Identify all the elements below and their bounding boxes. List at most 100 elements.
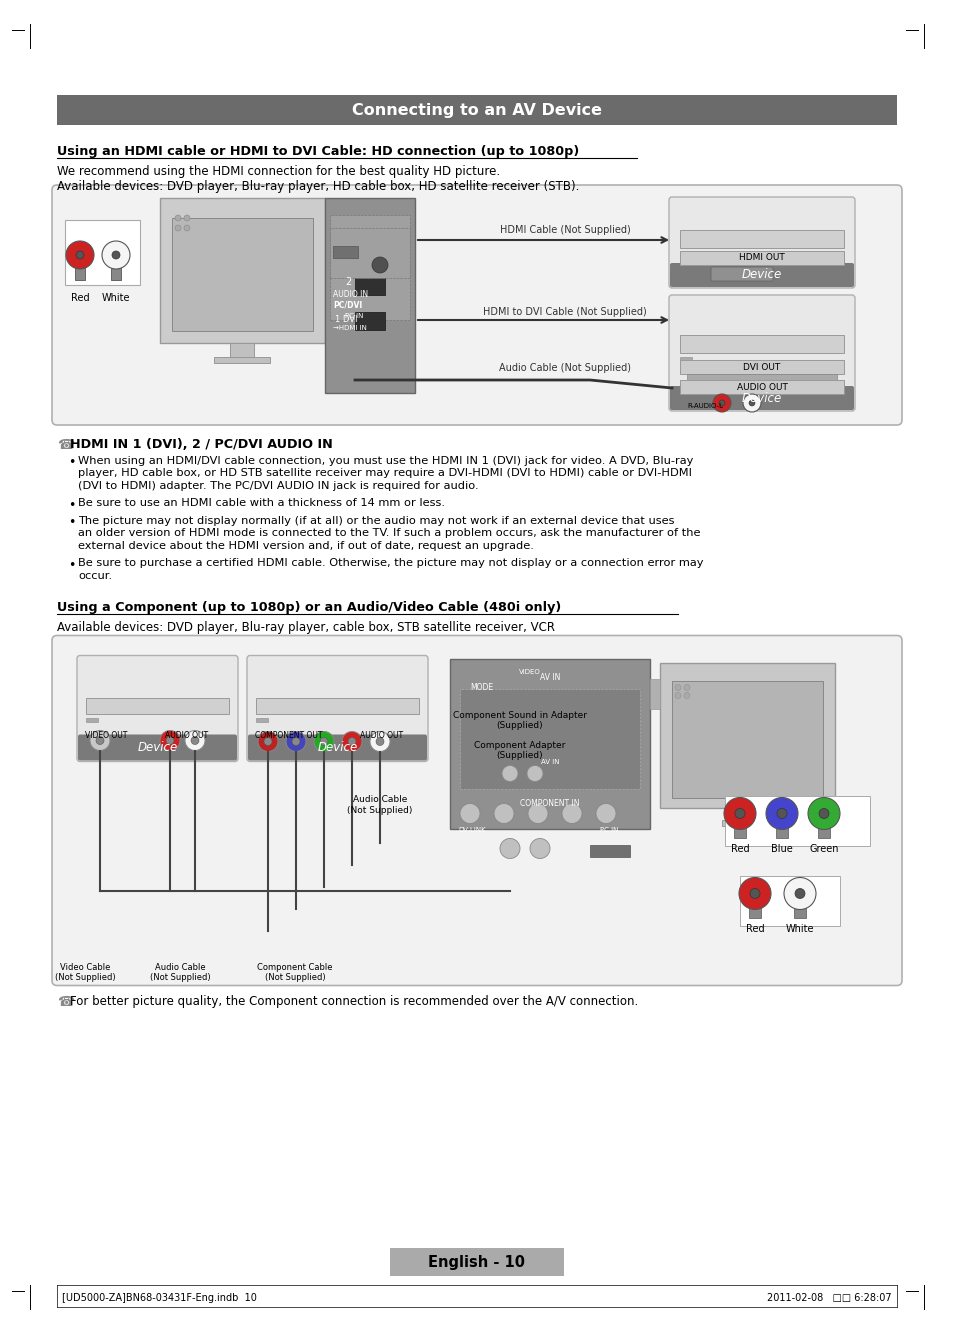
Circle shape	[102, 240, 130, 269]
Circle shape	[561, 803, 581, 823]
FancyBboxPatch shape	[710, 267, 772, 281]
Bar	[724, 795, 869, 845]
Text: AUDIO IN: AUDIO IN	[333, 291, 368, 299]
Bar	[679, 380, 843, 394]
Bar	[686, 374, 836, 382]
Text: 1 DVI: 1 DVI	[335, 314, 357, 324]
Bar	[679, 357, 691, 361]
Circle shape	[160, 731, 180, 750]
Text: Device: Device	[741, 391, 781, 404]
Text: Audio Cable
(Not Supplied): Audio Cable (Not Supplied)	[347, 795, 413, 815]
Text: →HDMI IN: →HDMI IN	[333, 325, 367, 332]
Circle shape	[348, 737, 355, 745]
Circle shape	[375, 737, 384, 745]
Text: HDMI OUT: HDMI OUT	[739, 254, 784, 263]
Text: external device about the HDMI version and, if out of date, request an upgrade.: external device about the HDMI version a…	[78, 542, 534, 551]
Text: DVI OUT: DVI OUT	[742, 362, 780, 371]
Bar	[740, 876, 840, 926]
Bar	[255, 697, 418, 713]
Text: Available devices: DVD player, Blu-ray player, HD cable box, HD satellite receiv: Available devices: DVD player, Blu-ray p…	[57, 180, 578, 193]
Circle shape	[675, 684, 680, 691]
Bar	[57, 95, 896, 125]
Bar	[589, 844, 629, 856]
Bar	[671, 680, 822, 798]
Bar	[230, 343, 253, 357]
Text: Audio Cable
(Not Supplied): Audio Cable (Not Supplied)	[150, 963, 210, 982]
Text: ☎: ☎	[57, 995, 74, 1008]
Text: VIDEO: VIDEO	[518, 668, 540, 675]
Circle shape	[174, 215, 181, 221]
Bar	[355, 312, 385, 330]
Circle shape	[341, 732, 361, 752]
Text: Green: Green	[808, 844, 838, 853]
Circle shape	[184, 225, 190, 231]
Bar	[213, 357, 270, 363]
Bar	[330, 215, 410, 320]
FancyBboxPatch shape	[77, 655, 237, 761]
Text: AUDIO OUT: AUDIO OUT	[359, 731, 403, 740]
Circle shape	[76, 251, 84, 259]
Bar	[748, 900, 760, 918]
Circle shape	[191, 737, 199, 745]
Bar	[65, 221, 140, 285]
Bar	[734, 807, 759, 819]
Text: Be sure to purchase a certified HDMI cable. Otherwise, the picture may not displ: Be sure to purchase a certified HDMI cab…	[78, 559, 702, 568]
Bar	[172, 218, 313, 332]
Bar	[333, 246, 357, 258]
Text: Component Adapter
(Supplied): Component Adapter (Supplied)	[474, 741, 565, 760]
Text: Component Cable
(Not Supplied): Component Cable (Not Supplied)	[257, 963, 333, 982]
Text: •: •	[68, 559, 75, 572]
Bar	[160, 198, 325, 343]
FancyBboxPatch shape	[52, 635, 901, 985]
Text: HDMI IN 1 (DVI), 2 / PC/DVI AUDIO IN: HDMI IN 1 (DVI), 2 / PC/DVI AUDIO IN	[70, 439, 333, 450]
Text: Component Sound in Adapter
(Supplied): Component Sound in Adapter (Supplied)	[453, 711, 586, 731]
Text: We recommend using the HDMI connection for the best quality HD picture.: We recommend using the HDMI connection f…	[57, 165, 499, 178]
Text: For better picture quality, the Component connection is recommended over the A/V: For better picture quality, the Componen…	[70, 995, 638, 1008]
Text: (DVI to HDMI) adapter. The PC/DVI AUDIO IN jack is required for audio.: (DVI to HDMI) adapter. The PC/DVI AUDIO …	[78, 481, 478, 491]
Circle shape	[794, 889, 804, 898]
Circle shape	[527, 803, 547, 823]
Bar	[649, 679, 659, 708]
Text: Device: Device	[137, 741, 177, 754]
Circle shape	[675, 692, 680, 699]
Circle shape	[683, 692, 689, 699]
Text: AV IN: AV IN	[539, 674, 559, 683]
Text: Device: Device	[741, 268, 781, 281]
Bar	[450, 658, 649, 828]
Circle shape	[818, 808, 828, 819]
Bar	[817, 819, 829, 838]
Text: ☎: ☎	[57, 439, 74, 452]
Bar	[679, 361, 843, 374]
Text: COMPONENT IN: COMPONENT IN	[519, 798, 579, 807]
Text: Connecting to an AV Device: Connecting to an AV Device	[352, 103, 601, 118]
Text: [UD5000-ZA]BN68-03431F-Eng.indb  10: [UD5000-ZA]BN68-03431F-Eng.indb 10	[62, 1293, 256, 1303]
Circle shape	[459, 803, 479, 823]
Text: Using a Component (up to 1080p) or an Audio/Video Cable (480i only): Using a Component (up to 1080p) or an Au…	[57, 601, 560, 613]
Circle shape	[319, 737, 328, 745]
Circle shape	[748, 400, 754, 406]
Text: Red: Red	[71, 293, 90, 303]
Circle shape	[683, 684, 689, 691]
Text: AV IN: AV IN	[540, 758, 558, 765]
Text: PC IN: PC IN	[345, 313, 363, 318]
Text: Red: Red	[745, 923, 763, 934]
Bar	[355, 277, 385, 295]
Text: When using an HDMI/DVI cable connection, you must use the HDMI IN 1 (DVI) jack f: When using an HDMI/DVI cable connection,…	[78, 456, 693, 466]
Text: English - 10: English - 10	[428, 1255, 525, 1269]
Bar	[679, 251, 843, 266]
Circle shape	[807, 798, 840, 830]
Text: Be sure to use an HDMI cable with a thickness of 14 mm or less.: Be sure to use an HDMI cable with a thic…	[78, 498, 444, 509]
Bar	[111, 258, 121, 280]
Text: R-AUDIO-L: R-AUDIO-L	[686, 403, 722, 410]
Circle shape	[749, 889, 760, 898]
Bar	[75, 258, 85, 280]
Text: PC IN: PC IN	[599, 827, 618, 832]
FancyBboxPatch shape	[669, 386, 853, 410]
Bar	[679, 230, 843, 248]
Circle shape	[765, 798, 797, 830]
Text: PC/DVI: PC/DVI	[333, 301, 362, 310]
Circle shape	[723, 798, 755, 830]
Bar	[721, 819, 771, 826]
Bar	[86, 717, 98, 721]
Bar	[330, 229, 410, 277]
